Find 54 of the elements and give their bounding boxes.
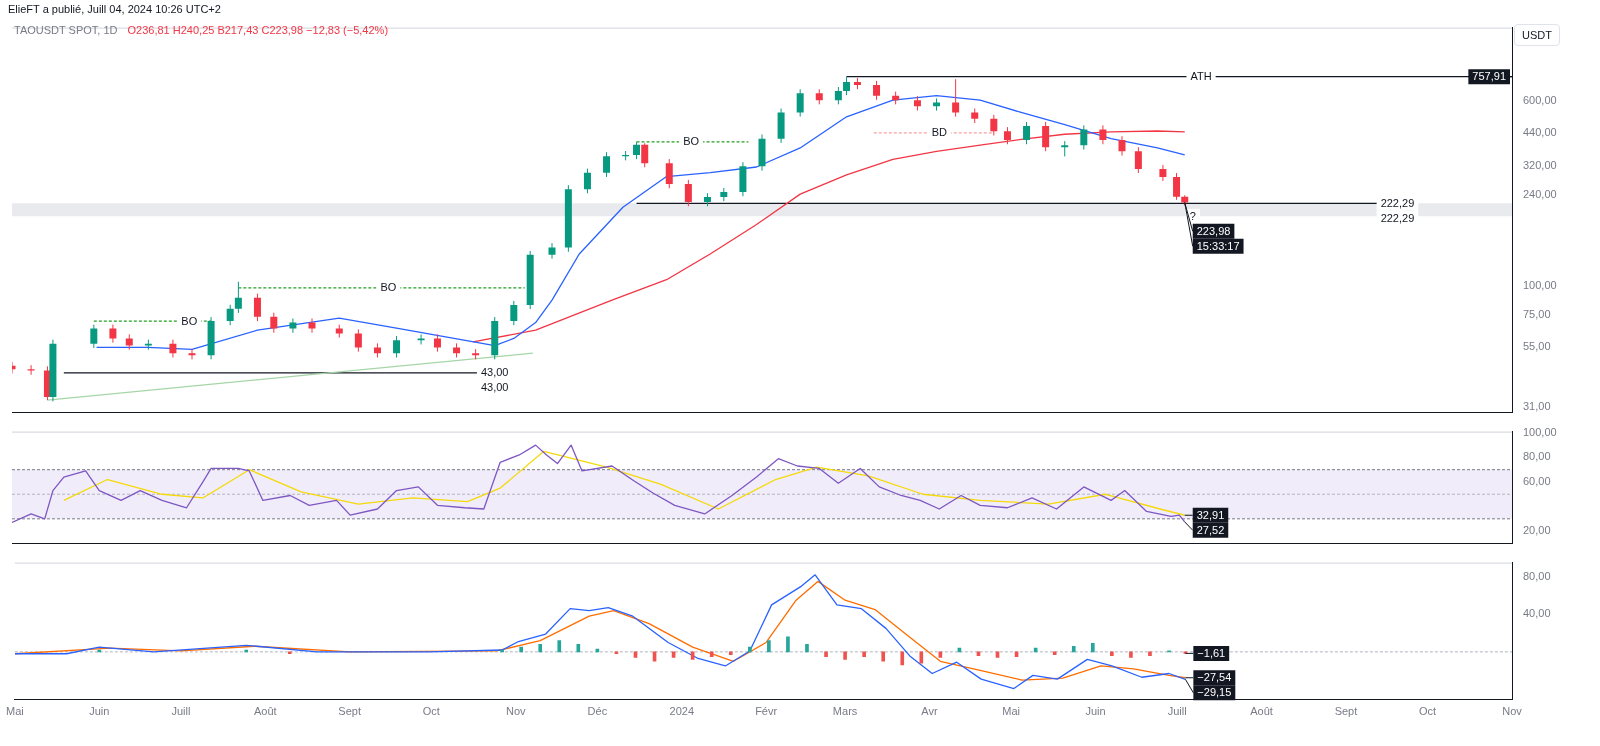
y-tick-label: 600,00 — [1523, 93, 1557, 106]
chart-title: TAOUSDT SPOT, 1D — [14, 24, 118, 36]
y-tick-label: 440,00 — [1523, 125, 1557, 138]
x-tick-label: Avr — [921, 705, 938, 718]
annotation: BD — [931, 126, 947, 139]
y-tick-label: 40,00 — [1523, 607, 1551, 620]
y-tick-label: 100,00 — [1523, 425, 1557, 438]
annotation: 43,00 — [480, 381, 509, 394]
y-tick-label: 80,00 — [1523, 450, 1551, 463]
chart-subtitle: O236,81 H240,25 B217,43 C223,98 −12,83 (−5,42%) — [127, 24, 389, 36]
annotation: 222,29 — [1380, 211, 1415, 224]
x-tick-label: Juin — [89, 705, 110, 718]
y-axis-title: USDT — [1514, 24, 1560, 46]
annotation: BO — [181, 314, 198, 327]
annotation: BO — [683, 135, 700, 148]
x-tick-label: Nov — [1502, 705, 1523, 718]
annotation: 15:33:17 — [1196, 239, 1240, 252]
y-tick-label: 60,00 — [1523, 475, 1551, 487]
annotation: −29,15 — [1197, 686, 1232, 699]
x-tick-label: Août — [253, 705, 277, 718]
annotation: 757,91 — [1472, 70, 1507, 83]
x-tick-label: Juin — [1085, 705, 1106, 718]
annotation: −27,54 — [1197, 671, 1232, 684]
x-tick-label: Oct — [422, 705, 440, 718]
x-tick-label: 2024 — [669, 705, 695, 718]
x-tick-label: Févr — [755, 705, 778, 718]
x-tick-label: Mai — [6, 705, 24, 718]
annotation: ? — [1189, 209, 1196, 222]
x-tick-label: Mai — [1002, 705, 1021, 718]
y-tick-label: 55,00 — [1523, 340, 1551, 353]
x-tick-label: Sept — [338, 705, 361, 718]
y-tick-label: 31,00 — [1523, 399, 1551, 412]
y-tick-label: 240,00 — [1523, 188, 1557, 201]
x-tick-label: Mars — [832, 705, 858, 718]
x-tick-label: Sept — [1334, 705, 1358, 718]
annotation: 32,91 — [1196, 508, 1225, 521]
x-tick-label: Août — [1250, 705, 1273, 718]
annotation: 27,52 — [1196, 523, 1225, 536]
annotation: BO — [380, 281, 397, 294]
x-tick-label: Oct — [1419, 705, 1437, 718]
y-tick-label: 75,00 — [1523, 308, 1551, 321]
y-tick-label: 20,00 — [1523, 524, 1551, 537]
annotation: ATH — [1190, 70, 1212, 83]
y-tick-label: 100,00 — [1523, 278, 1557, 291]
x-tick-label: Juill — [171, 705, 191, 718]
y-tick-label: 320,00 — [1523, 158, 1557, 171]
text: ElieFT a publié, Juill 04, 2024 10:26 UTC+2 — [8, 3, 221, 15]
x-tick-label: Déc — [587, 705, 608, 718]
annotation: 223,98 — [1196, 224, 1231, 237]
annotation: −1,61 — [1197, 646, 1226, 659]
annotation: 43,00 — [480, 366, 509, 379]
y-tick-label: 80,00 — [1523, 569, 1551, 582]
x-tick-label: Juill — [1167, 705, 1187, 718]
x-tick-label: Nov — [505, 705, 526, 718]
